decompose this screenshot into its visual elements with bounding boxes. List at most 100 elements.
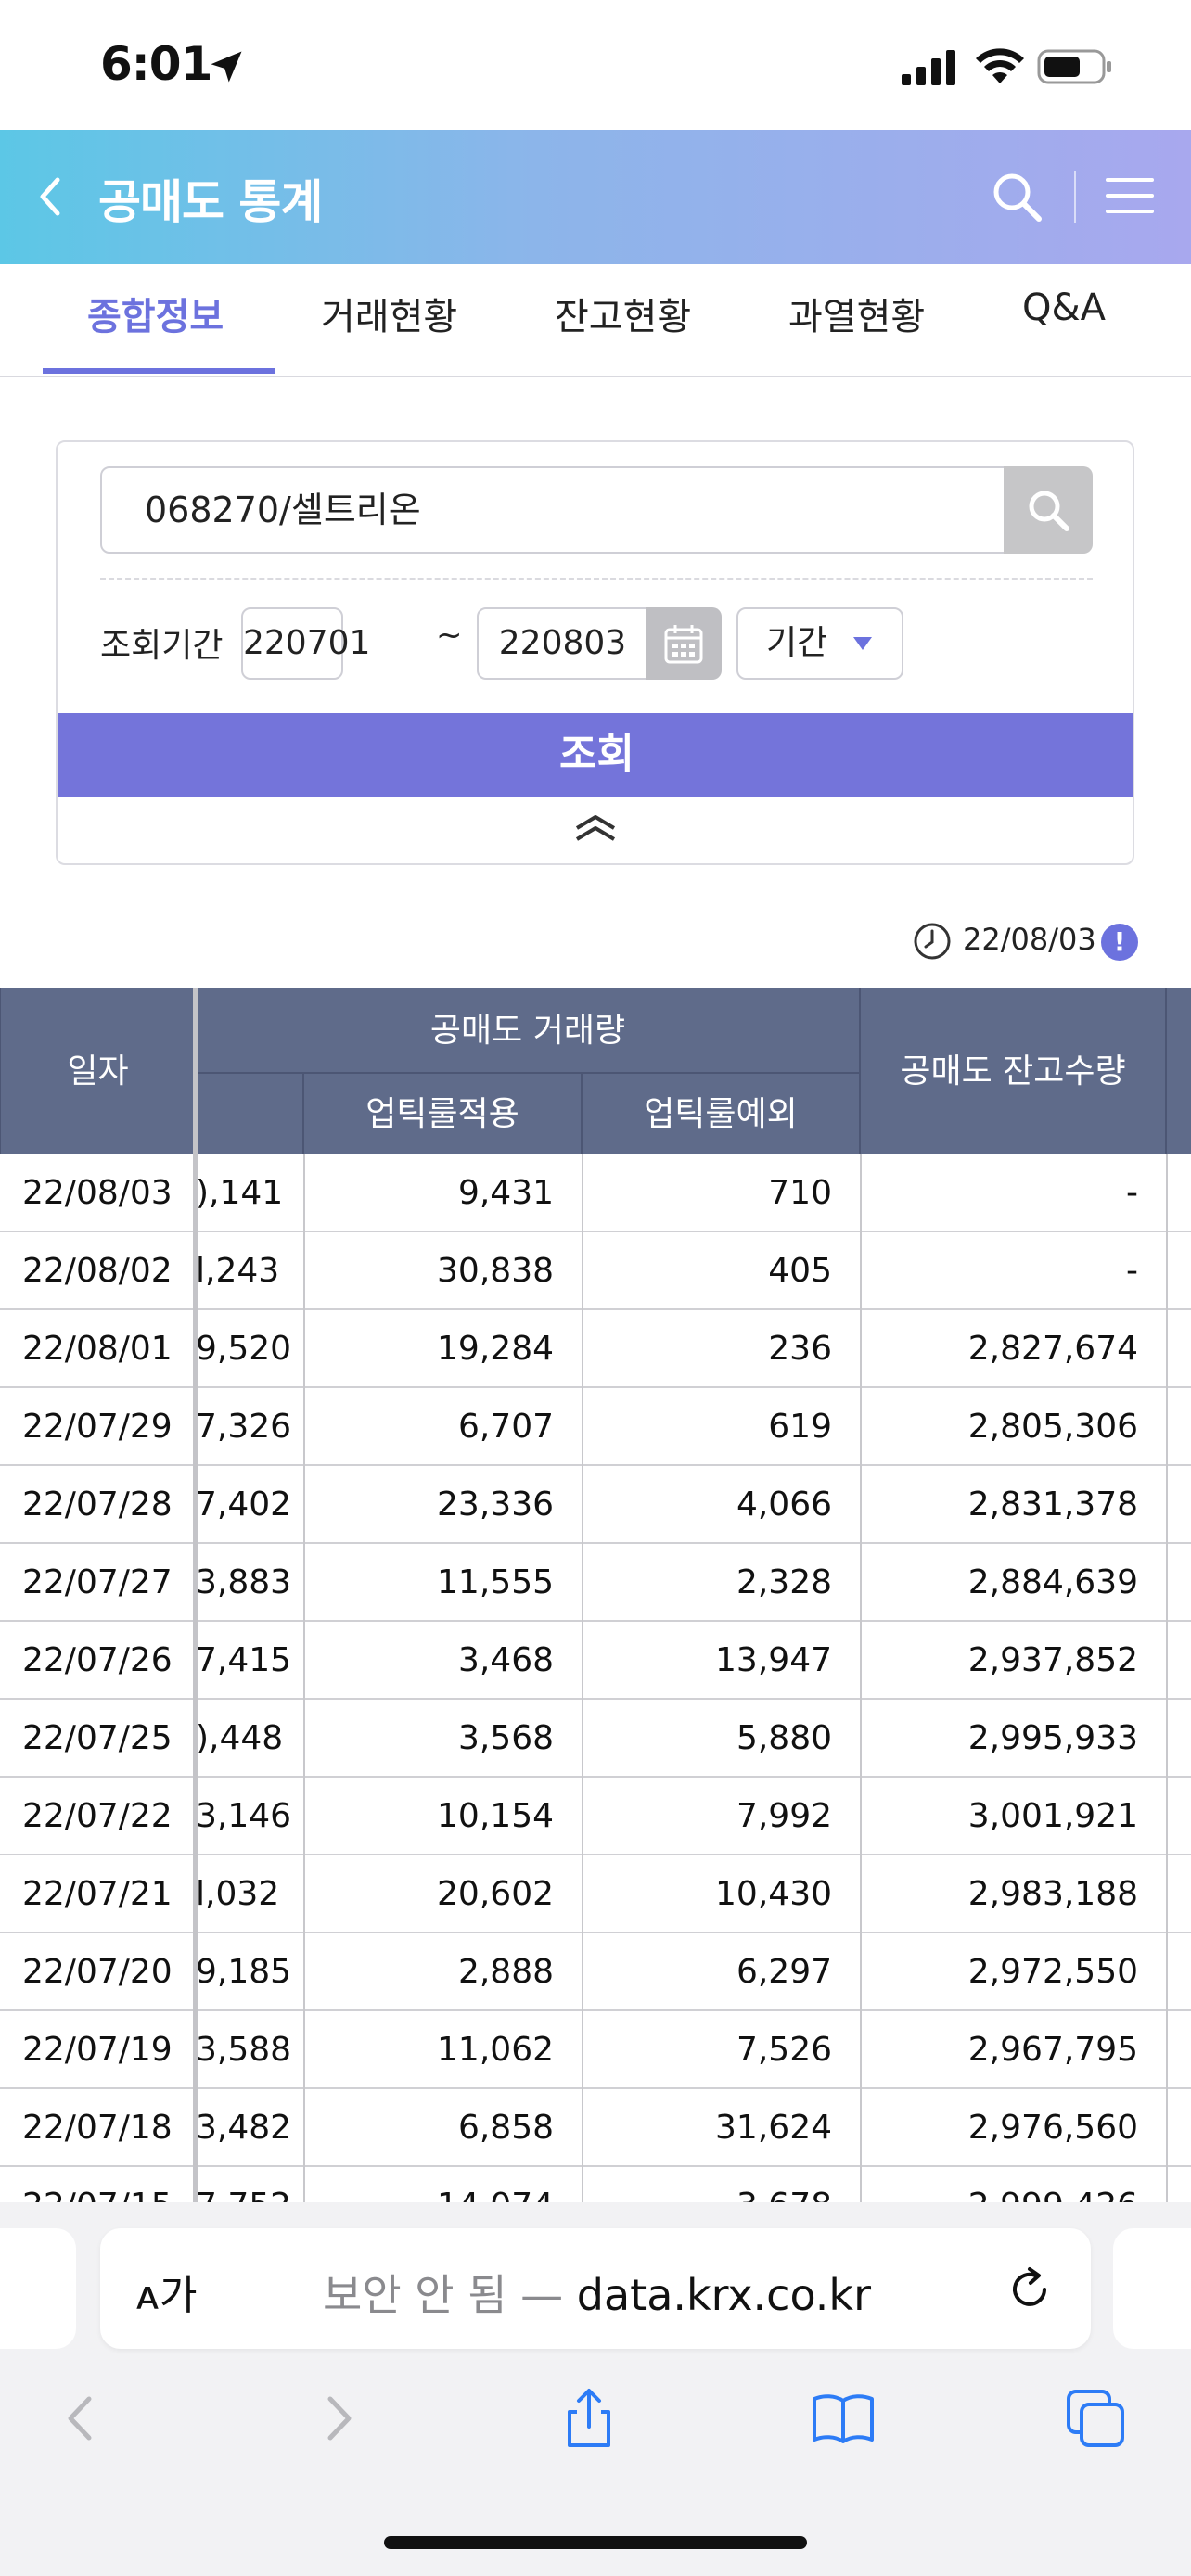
cell-uptick-applied: 11,062 (303, 2011, 582, 2089)
tab-trading[interactable]: 거래현황 (321, 287, 457, 340)
share-icon[interactable] (557, 2386, 621, 2451)
search-panel: 068270/셀트리온 조회기간 220701 ~ 220803 기간 조회 (56, 440, 1134, 865)
cell-uptick-applied: 2,888 (303, 1933, 582, 2011)
cell-total-partial: 7,402 (196, 1466, 303, 1544)
insecure-label: 보안 안 됨 — (323, 2270, 577, 2320)
table-row: 22/07/29 7,326 6,707 619 2,805,306 (0, 1388, 1191, 1466)
stock-search-input[interactable]: 068270/셀트리온 (100, 466, 1028, 554)
next-tab-preview[interactable] (1113, 2228, 1191, 2349)
cell-total-partial: ),448 (196, 1700, 303, 1778)
tab-summary[interactable]: 종합정보 (87, 287, 224, 340)
table-row: 22/08/01 9,520 19,284 236 2,827,674 (0, 1310, 1191, 1388)
cell-uptick-exempt: 7,526 (582, 2011, 860, 2089)
reload-icon[interactable] (1002, 2262, 1057, 2317)
cellular-signal-icon (902, 50, 957, 85)
cell-total-partial: 3,482 (196, 2089, 303, 2167)
table-row: 22/07/18 3,482 6,858 31,624 2,976,560 (0, 2089, 1191, 2167)
browser-toolbar: ᴀ가 보안 안 됨 — data.krx.co.kr (0, 2202, 1191, 2576)
cell-uptick-exempt: 10,430 (582, 1855, 860, 1933)
caret-down-icon (853, 637, 872, 650)
calendar-button[interactable] (646, 607, 722, 680)
cell-uptick-applied: 14,074 (303, 2167, 582, 2202)
cell-date: 22/07/21 (0, 1855, 196, 1933)
table-row: 22/07/28 7,402 23,336 4,066 2,831,378 (0, 1466, 1191, 1544)
query-button[interactable]: 조회 (58, 713, 1134, 797)
cell-uptick-applied: 11,555 (303, 1544, 582, 1622)
header-divider (1074, 171, 1076, 223)
table-row: 22/07/157,75214,0743,6782,999,426 (0, 2167, 1191, 2202)
bookmarks-icon[interactable] (811, 2386, 876, 2451)
column-divider (860, 1154, 862, 2202)
date-to-input[interactable]: 220803 (477, 607, 648, 680)
cell-total-partial: 9,185 (196, 1933, 303, 2011)
cell-date: 22/07/20 (0, 1933, 196, 2011)
cell-uptick-exempt: 6,297 (582, 1933, 860, 2011)
previous-tab-preview[interactable] (0, 2228, 76, 2349)
stock-search-button[interactable] (1004, 466, 1093, 554)
cell-balance-qty: 2,983,188 (860, 1855, 1166, 1933)
status-time: 6:01 (100, 37, 211, 91)
clock-icon (913, 922, 952, 961)
cell-total-partial: 3,588 (196, 2011, 303, 2089)
cell-uptick-applied: 23,336 (303, 1466, 582, 1544)
hamburger-menu-icon[interactable] (1104, 172, 1156, 219)
cell-date: 22/07/27 (0, 1544, 196, 1622)
cell-date: 22/07/26 (0, 1622, 196, 1700)
column-divider (303, 1154, 305, 2202)
cell-date: 22/07/22 (0, 1778, 196, 1855)
cell-uptick-applied: 19,284 (303, 1310, 582, 1388)
back-arrow-icon[interactable] (48, 2386, 113, 2451)
info-icon[interactable]: ! (1101, 924, 1138, 961)
cell-balance-qty: 2,976,560 (860, 2089, 1166, 2167)
cell-uptick-exempt: 619 (582, 1388, 860, 1466)
period-select[interactable]: 기간 (736, 607, 903, 680)
short-selling-table: 일자 공매도 거래량 업틱룰적용 업틱룰예외 공매도 잔고수량 22/08/03… (0, 988, 1191, 2202)
search-icon (1024, 486, 1072, 534)
cell-uptick-exempt: 710 (582, 1154, 860, 1232)
wifi-icon (974, 46, 1026, 85)
table-row: 22/07/21 l,032 20,602 10,430 2,983,188 (0, 1855, 1191, 1933)
table-row: 22/07/22 3,146 10,154 7,992 3,001,921 (0, 1778, 1191, 1855)
date-from-input[interactable]: 220701 (241, 607, 343, 680)
collapse-chevrons-icon[interactable] (571, 810, 620, 847)
cell-balance-qty: - (860, 1154, 1166, 1232)
header-date: 일자 (0, 988, 196, 1154)
cell-balance-qty: 2,831,378 (860, 1466, 1166, 1544)
cell-uptick-applied: 3,468 (303, 1622, 582, 1700)
cell-date: 22/07/19 (0, 2011, 196, 2089)
tab-balance[interactable]: 잔고현황 (555, 287, 691, 340)
cell-total-partial: l,032 (196, 1855, 303, 1933)
text-size-button[interactable]: ᴀ가 (135, 2262, 198, 2321)
cell-uptick-exempt: 13,947 (582, 1622, 860, 1700)
cell-total-partial: 3,883 (196, 1544, 303, 1622)
tabs-icon[interactable] (1063, 2386, 1128, 2451)
location-arrow-icon (206, 46, 247, 87)
cell-balance-qty: 2,827,674 (860, 1310, 1166, 1388)
cell-balance-qty: - (860, 1232, 1166, 1310)
tab-qna[interactable]: Q&A (1022, 287, 1106, 329)
table-row: 22/07/27 3,883 11,555 2,328 2,884,639 (0, 1544, 1191, 1622)
cell-uptick-applied: 6,858 (303, 2089, 582, 2167)
url-text[interactable]: 보안 안 됨 — data.krx.co.kr (323, 2262, 871, 2323)
cell-uptick-exempt: 31,624 (582, 2089, 860, 2167)
tab-overheat[interactable]: 과열현황 (788, 287, 925, 340)
cell-total-partial: 7,415 (196, 1622, 303, 1700)
cell-date: 22/07/15 (0, 2167, 196, 2202)
cell-uptick-exempt: 405 (582, 1232, 860, 1310)
table-row: 22/07/26 7,415 3,468 13,947 2,937,852 (0, 1622, 1191, 1700)
update-date: 22/08/03 (963, 922, 1096, 957)
frozen-column-divider (193, 988, 198, 2202)
header-next-column (1166, 988, 1191, 1154)
forward-arrow-icon[interactable] (306, 2386, 371, 2451)
back-chevron-icon[interactable] (32, 171, 69, 223)
address-bar[interactable]: ᴀ가 보안 안 됨 — data.krx.co.kr (100, 2228, 1091, 2349)
search-icon[interactable] (987, 167, 1046, 226)
cell-balance-qty: 2,805,306 (860, 1388, 1166, 1466)
cell-total-partial: 7,752 (196, 2167, 303, 2202)
column-divider (1166, 1154, 1168, 2202)
cell-total-partial: l,243 (196, 1232, 303, 1310)
date-separator: ~ (436, 617, 463, 654)
cell-date: 22/08/02 (0, 1232, 196, 1310)
cell-uptick-applied: 30,838 (303, 1232, 582, 1310)
header-uptick-exempt: 업틱룰예외 (582, 1073, 860, 1154)
